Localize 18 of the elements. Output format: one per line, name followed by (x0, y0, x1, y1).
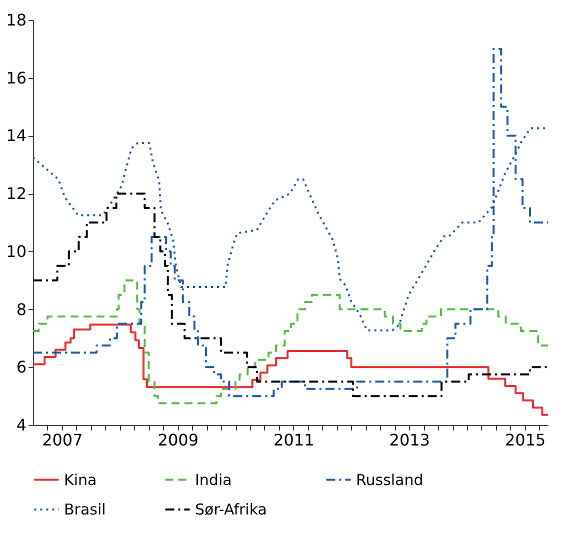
legend-label: Sør-Afrika (195, 500, 267, 518)
legend-label: Brasil (64, 500, 106, 518)
legend-label: India (195, 470, 232, 489)
y-tick-label: 16 (6, 68, 26, 88)
y-tick-label: 10 (6, 242, 26, 261)
x-tick-label: 2013 (389, 430, 430, 450)
y-tick-label: 18 (6, 10, 26, 30)
y-tick-label: 12 (6, 184, 26, 204)
legend-label: Russland (356, 470, 424, 489)
y-tick-label: 8 (16, 300, 26, 319)
x-tick-label: 2011 (274, 430, 314, 450)
y-tick-label: 6 (16, 358, 26, 377)
y-tick-label: 4 (16, 416, 26, 434)
y-tick-label: 14 (6, 126, 26, 146)
x-tick-label: 2009 (158, 430, 199, 450)
legend-label: Kina (64, 470, 97, 489)
x-tick-label: 2015 (504, 430, 546, 450)
x-tick-label: 2007 (42, 430, 83, 450)
